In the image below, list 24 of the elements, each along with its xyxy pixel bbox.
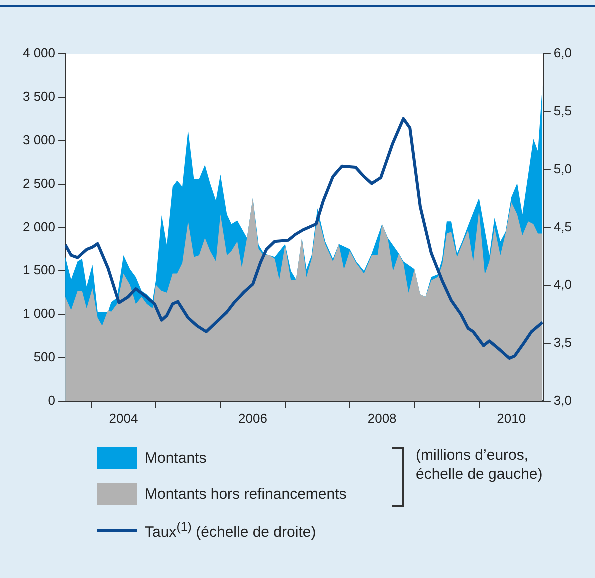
- text: (millions d’euros, échelle de gauche): [416, 446, 544, 484]
- x-tick-label: 2008: [368, 410, 397, 426]
- legend-label: Taux$^{(1)}$ (échelle de droite): [145, 520, 316, 540]
- y-tick-label: 1 000: [22, 306, 56, 322]
- y2-tick-label: 4,5: [554, 219, 572, 234]
- y2-tick-label: 3,0: [554, 392, 572, 408]
- x-tick-label: 2004: [109, 410, 138, 426]
- x-tick-label: 2006: [238, 410, 268, 426]
- y2-tick-label: 3,5: [554, 335, 572, 350]
- legend-label: Montants: [145, 450, 207, 466]
- y-tick-label: 1 500: [22, 262, 56, 278]
- legend-label: Montants hors refinancements: [145, 486, 347, 502]
- y-tick-label: 500: [34, 350, 56, 365]
- y2-tick-label: 5,0: [554, 161, 572, 176]
- y2-tick-label: 4,0: [554, 277, 572, 292]
- y-tick-label: 0: [48, 392, 56, 408]
- y-tick-label: 4 000: [22, 46, 56, 61]
- y-tick-label: 3 000: [22, 132, 56, 148]
- y-tick-label: 3 500: [22, 89, 56, 104]
- y-tick-label: 2 500: [22, 176, 56, 191]
- y2-tick-label: 5,5: [554, 103, 572, 118]
- x-tick-label: 2010: [497, 410, 526, 426]
- y2-tick-label: 6,0: [554, 46, 572, 61]
- y-tick-label: 2 000: [22, 219, 56, 234]
